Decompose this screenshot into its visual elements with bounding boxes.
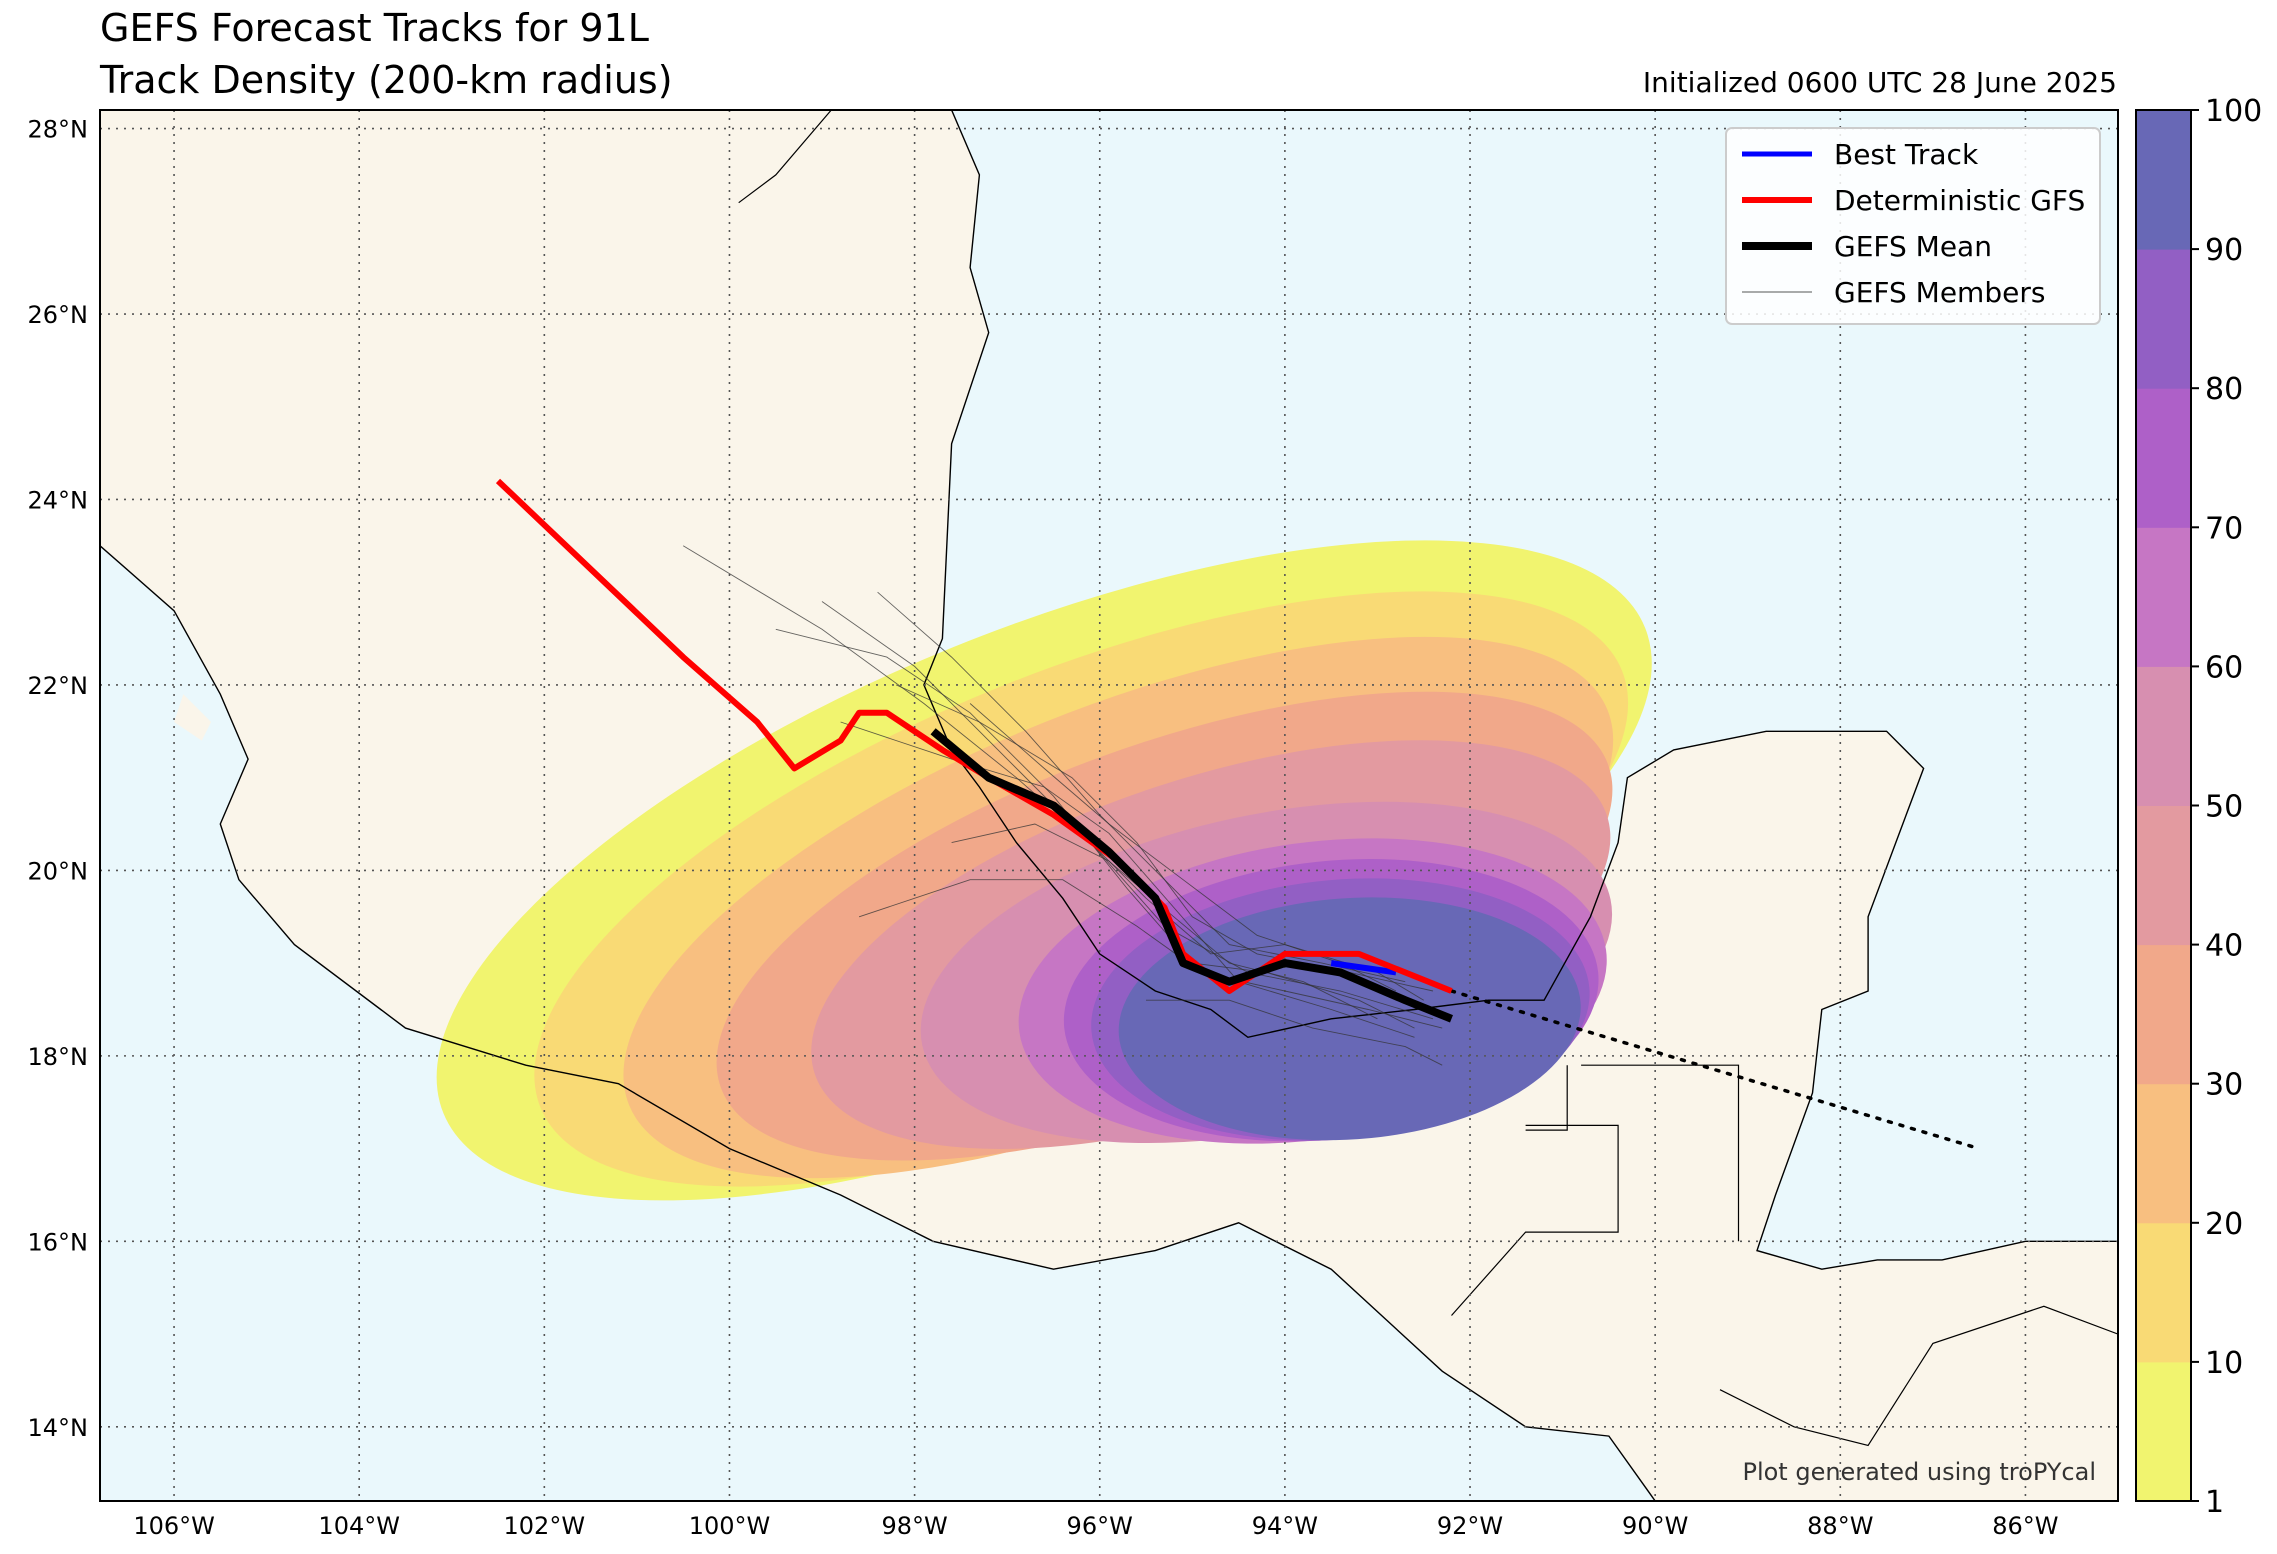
border-chiapas: [1451, 1124, 1619, 1316]
lat-tick-label: 28°N: [28, 116, 89, 144]
lat-tick-label: 24°N: [28, 487, 89, 515]
legend-label-4: GEFS Members: [1834, 276, 2045, 309]
colorbar-tick-label: 80: [2205, 372, 2243, 407]
colorbar-tick-label: 70: [2205, 511, 2243, 546]
legend-label-1: Best Track: [1834, 138, 1979, 171]
lat-tick-label: 16°N: [28, 1228, 89, 1256]
colorbar-tick-label: 40: [2205, 929, 2243, 964]
lon-tick-label: 96°W: [1067, 1512, 1133, 1540]
colorbar-block-6: [2136, 666, 2191, 806]
coastlines: [100, 110, 2118, 1501]
lon-tick-label: 90°W: [1622, 1512, 1688, 1540]
lon-tick-label: 98°W: [881, 1512, 947, 1540]
gefs-member-track-9: [951, 823, 1378, 1020]
colorbar-block-5: [2136, 805, 2191, 946]
border-honduras: [1719, 1305, 2118, 1447]
lon-tick-label: 92°W: [1437, 1512, 1503, 1540]
coastline: [100, 110, 2118, 1501]
lat-tick-label: 20°N: [28, 857, 89, 885]
colorbar-block-7: [2136, 527, 2191, 667]
lon-tick-label: 100°W: [689, 1512, 771, 1540]
legend-label-2: Deterministic GFS: [1834, 184, 2085, 217]
colorbar-block-8: [2136, 388, 2191, 528]
title-line-1: GEFS Forecast Tracks for 91L: [100, 6, 649, 50]
lon-tick-label: 94°W: [1252, 1512, 1318, 1540]
best-track-line: [1330, 960, 1397, 976]
colorbar-block-9: [2136, 249, 2191, 389]
gefs-member-track-8: [1146, 999, 1443, 1066]
colorbar-tick-label: 1: [2205, 1485, 2224, 1520]
title-line-2: Track Density (200-km radius): [100, 58, 673, 102]
border-guatemala: [1581, 1064, 1740, 1242]
colorbar-block-4: [2136, 944, 2191, 1085]
border-mexico-guatemala: [1525, 1065, 1568, 1131]
colorbar-block-1: [2136, 1361, 2191, 1502]
lon-tick-label: 102°W: [504, 1512, 586, 1540]
gefs-member-track-3: [877, 591, 1406, 983]
colorbar-ticks: 1 10 20 30 40 50 60 70 80 90 100: [2191, 94, 2262, 1520]
colorbar-block-10: [2136, 110, 2191, 250]
gefs-member-track-1: [775, 628, 1415, 1029]
lat-tick-label: 26°N: [28, 301, 89, 329]
legend-box: [1725, 127, 2101, 325]
map-frame: [99, 109, 2119, 1502]
longitude-labels: 106°W 104°W 102°W 100°W 98°W 96°W 94°W 92°W 90°W…: [133, 1512, 2058, 1540]
gefs-mean-line: [930, 728, 1453, 1023]
colorbar-block-2: [2136, 1222, 2191, 1363]
legend: Best Track Deterministic GFS GEFS Mean GEFS…: [1725, 127, 2101, 325]
lon-tick-label: 104°W: [318, 1512, 400, 1540]
colorbar-tick-label: 50: [2205, 790, 2243, 825]
density-level-10: [1118, 897, 1581, 1141]
lon-tick-label: 86°W: [1992, 1512, 2058, 1540]
credit-text: Plot generated using troPYcal: [1742, 1458, 2096, 1486]
colorbar-tick-label: 100: [2205, 94, 2262, 129]
density-layer: [436, 540, 1652, 1201]
best-track-forecast-dotted: [1449, 989, 1981, 1151]
lat-tick-label: 14°N: [28, 1414, 89, 1442]
latitude-labels: 28°N 26°N 24°N 22°N 20°N 18°N 16°N 14°N: [28, 116, 89, 1442]
colorbar-blocks: [2136, 110, 2191, 1502]
colorbar-tick-label: 90: [2205, 233, 2243, 268]
island: [174, 694, 212, 741]
legend-label-3: GEFS Mean: [1834, 230, 1992, 263]
lat-tick-label: 18°N: [28, 1043, 89, 1071]
colorbar-block-3: [2136, 1083, 2191, 1224]
lon-tick-label: 106°W: [133, 1512, 215, 1540]
colorbar-tick-label: 20: [2205, 1207, 2243, 1242]
mexico-central-america-land: [100, 110, 2118, 1501]
tracks: [495, 478, 1981, 1151]
lat-tick-label: 22°N: [28, 672, 89, 700]
colorbar-tick-label: 10: [2205, 1346, 2243, 1381]
border-us: [738, 110, 832, 204]
colorbar-tick-label: 60: [2205, 650, 2243, 685]
initialized-time: Initialized 0600 UTC 28 June 2025: [1642, 66, 2117, 99]
gefs-member-track-6: [858, 879, 1443, 1029]
colorbar-tick-label: 30: [2205, 1068, 2243, 1103]
lon-tick-label: 88°W: [1807, 1512, 1873, 1540]
